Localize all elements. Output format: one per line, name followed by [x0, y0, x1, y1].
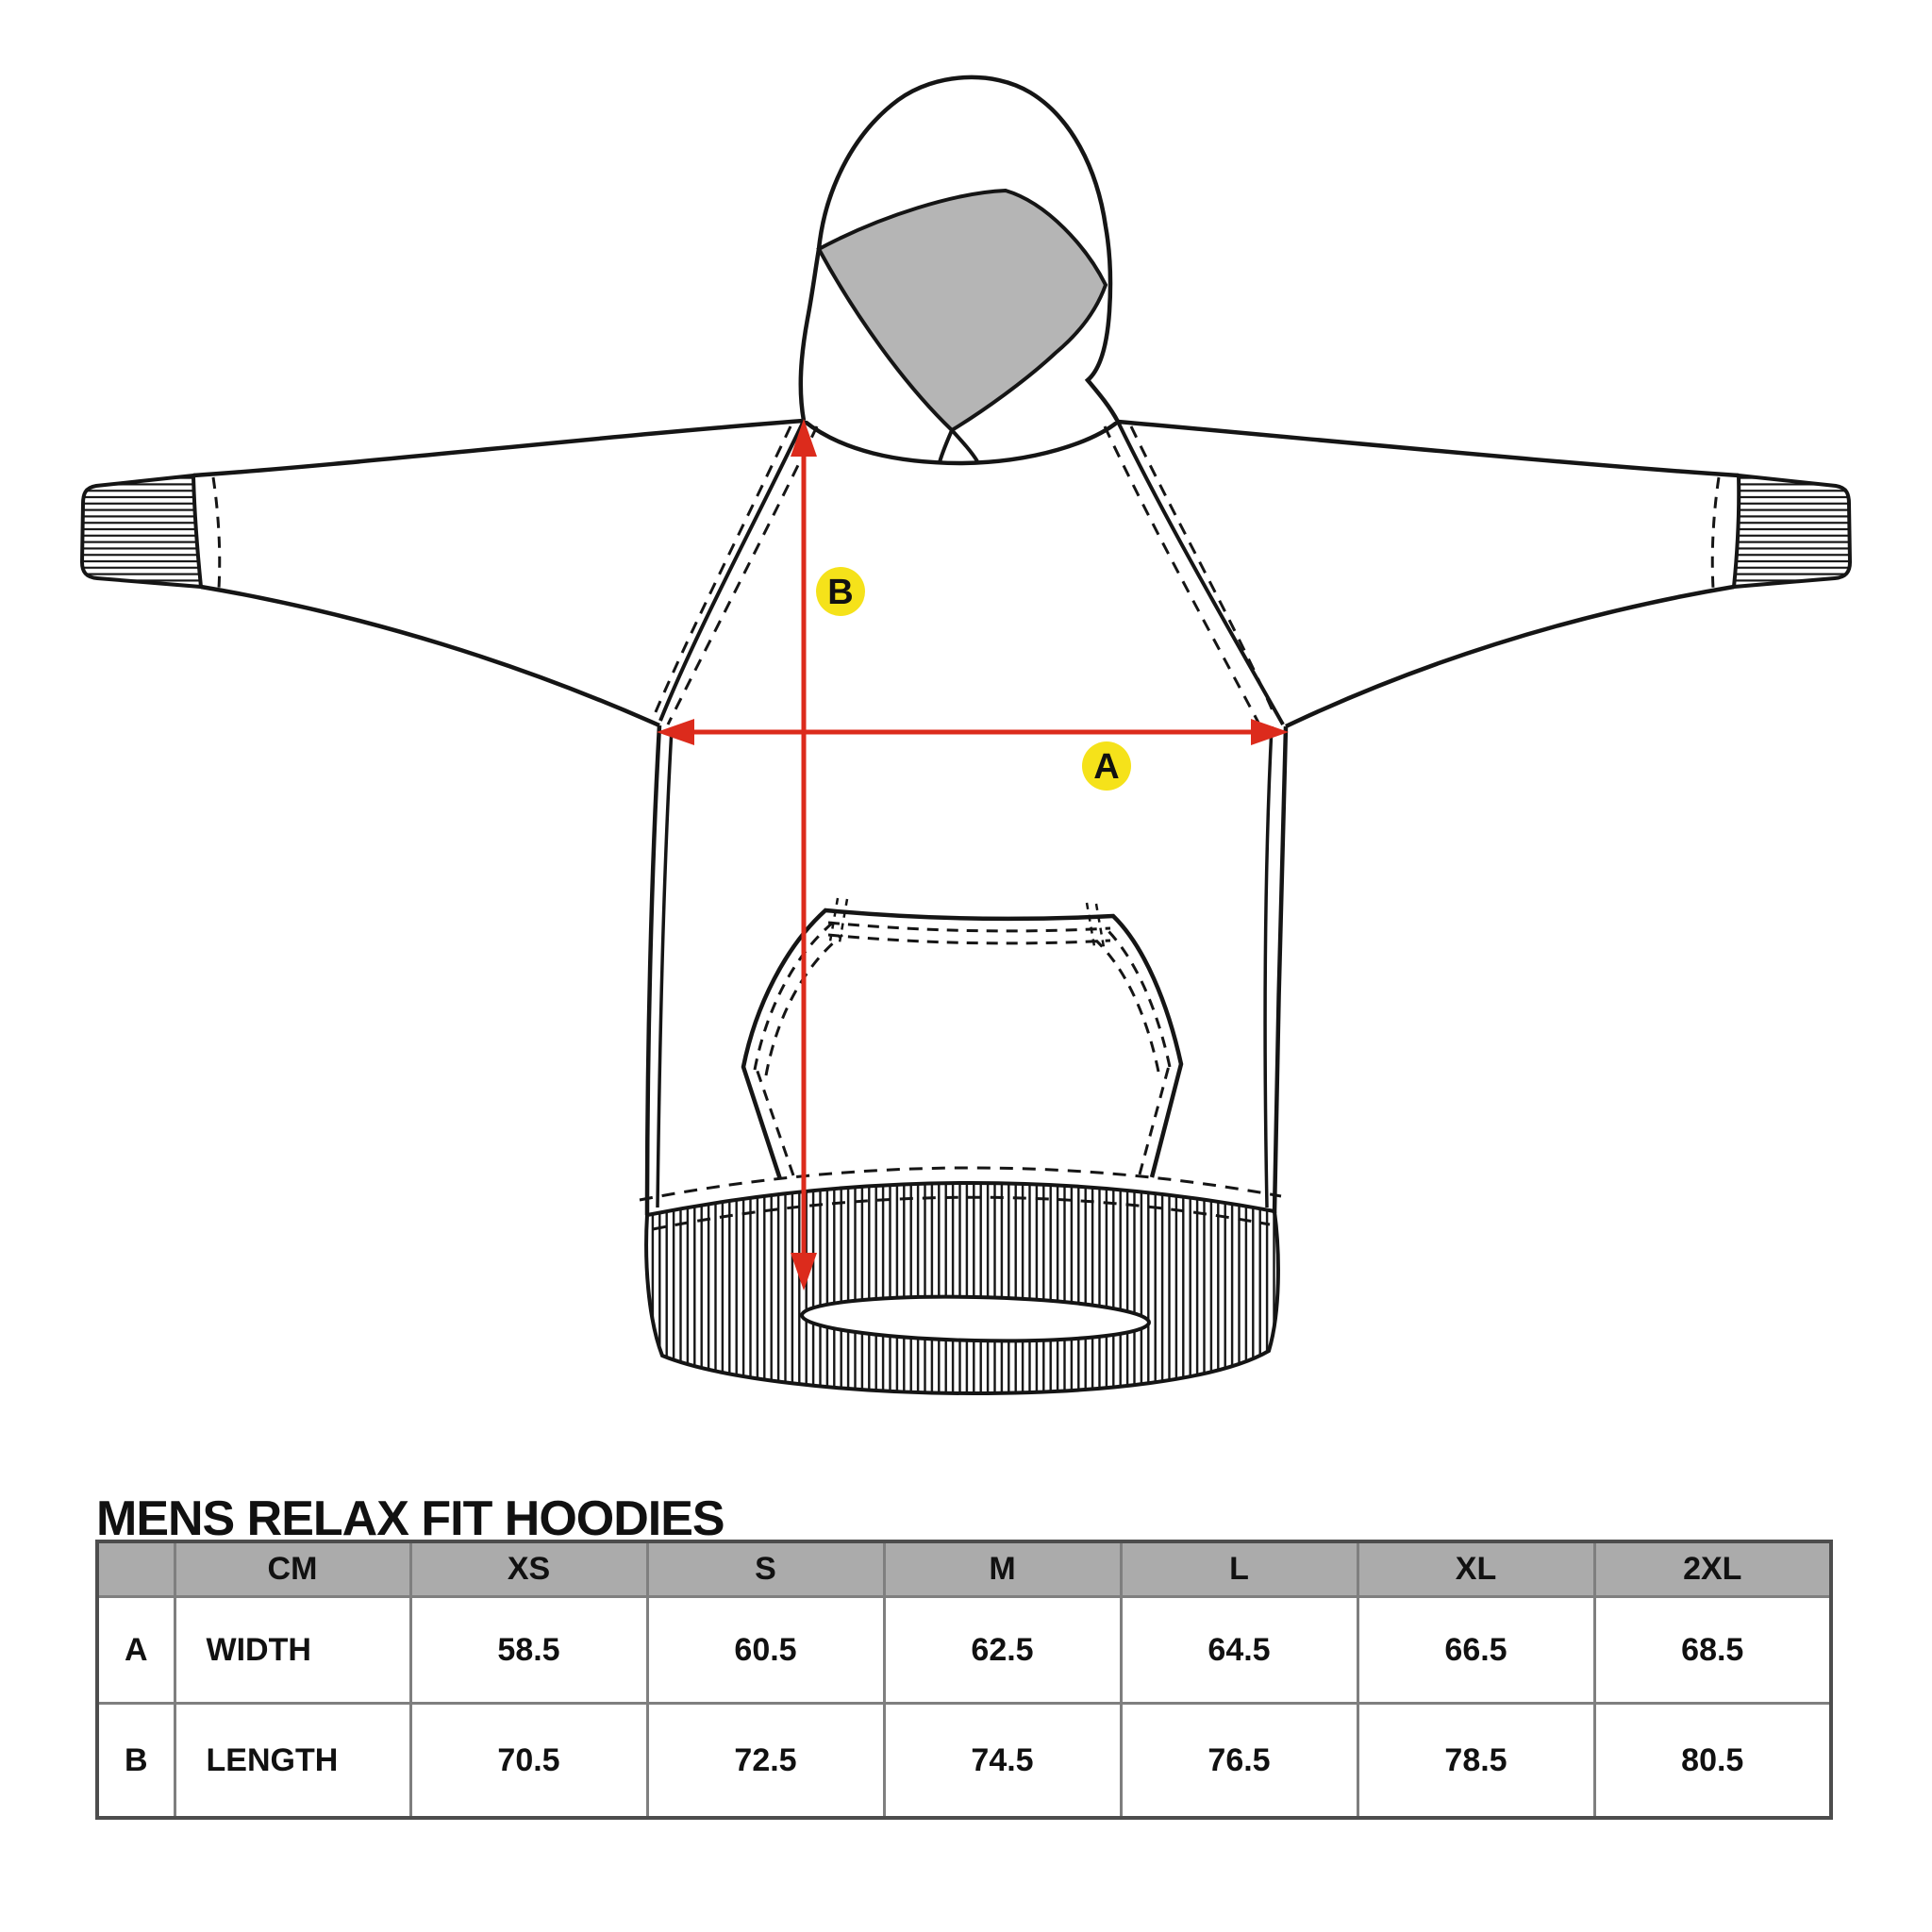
arrowhead-down: [791, 1253, 817, 1291]
size-table: CM XS S M L XL 2XL A WIDTH 58.5 60.5 62.…: [95, 1540, 1833, 1820]
pocket-outline: [741, 908, 1184, 1180]
header-size-l: L: [1119, 1540, 1359, 1598]
waistband-rib: [639, 1166, 1282, 1396]
header-size-xl: XL: [1356, 1540, 1596, 1598]
sleeves: [192, 418, 1740, 729]
length-xl: 78.5: [1356, 1702, 1596, 1820]
hem-opening: [800, 1294, 1151, 1343]
left-cuff: [79, 473, 204, 590]
hood: [798, 75, 1120, 463]
width-l: 64.5: [1119, 1595, 1359, 1705]
header-size-s: S: [645, 1540, 886, 1598]
body-outline: [644, 724, 1289, 1216]
width-arrow: [657, 719, 1289, 745]
measurement-marker-b: B: [816, 567, 865, 616]
row-label-width: WIDTH: [173, 1595, 412, 1705]
right-sleeve-top-edge: [1117, 419, 1740, 478]
marker-a-label: A: [1093, 747, 1119, 787]
width-s: 60.5: [645, 1595, 886, 1705]
length-xs: 70.5: [408, 1702, 649, 1820]
kangaroo-pocket: [741, 897, 1184, 1180]
left-sleeve-bottom-edge: [200, 584, 660, 728]
table-row-width: A WIDTH 58.5 60.5 62.5 64.5 66.5 68.5: [95, 1595, 1833, 1705]
arrowhead-up: [791, 419, 817, 457]
length-2xl: 80.5: [1592, 1702, 1833, 1820]
right-sleeve-bottom-edge: [1285, 584, 1735, 729]
page-title: MENS RELAX FIT HOODIES: [96, 1491, 725, 1546]
marker-b-label: B: [827, 573, 853, 612]
arrowhead-right: [1251, 719, 1289, 745]
length-s: 72.5: [645, 1702, 886, 1820]
right-cuff: [1731, 473, 1853, 590]
width-xs: 58.5: [408, 1595, 649, 1705]
header-size-m: M: [882, 1540, 1123, 1598]
left-sleeve-top-edge: [192, 418, 805, 478]
header-unit: CM: [173, 1540, 412, 1598]
length-arrow: [791, 419, 817, 1291]
width-xl: 66.5: [1356, 1595, 1596, 1705]
header-corner-cell: [95, 1540, 176, 1598]
hoodie-technical-drawing: B A: [79, 75, 1853, 1396]
width-2xl: 68.5: [1592, 1595, 1833, 1705]
row-key-a: A: [95, 1595, 176, 1705]
row-key-b: B: [95, 1702, 176, 1820]
hood-left-flap-edge: [950, 428, 979, 463]
hood-right-flap-edge: [938, 429, 954, 463]
cuffs: [79, 473, 1853, 590]
neckline: [802, 419, 1120, 466]
size-table-header-row: CM XS S M L XL 2XL: [95, 1540, 1833, 1598]
row-label-length: LENGTH: [173, 1702, 412, 1820]
measurement-marker-a: A: [1082, 741, 1131, 791]
header-size-xs: XS: [408, 1540, 649, 1598]
raglan-seams: [653, 420, 1285, 725]
header-size-2xl: 2XL: [1592, 1540, 1833, 1598]
length-l: 76.5: [1119, 1702, 1359, 1820]
arrowhead-left: [657, 719, 694, 745]
hoodie-diagram: B A: [79, 75, 1853, 1396]
length-m: 74.5: [882, 1702, 1123, 1820]
table-row-length: B LENGTH 70.5 72.5 74.5 76.5 78.5 80.5: [95, 1702, 1833, 1820]
hood-opening: [816, 188, 1108, 433]
width-m: 62.5: [882, 1595, 1123, 1705]
